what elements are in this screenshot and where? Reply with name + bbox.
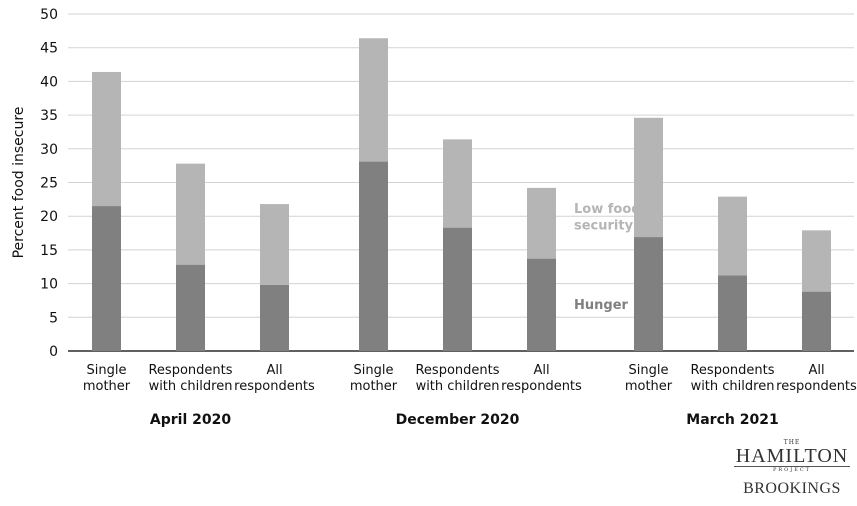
category-label: Respondents: [690, 363, 774, 378]
bar-hunger: [443, 227, 472, 351]
bar-low-food-security: [443, 139, 472, 228]
y-axis-label: Percent food insecure: [11, 107, 27, 259]
category-label: All: [808, 363, 824, 378]
y-tick-label: 5: [49, 310, 58, 326]
y-tick-label: 40: [40, 74, 58, 90]
group-label: April 2020: [150, 412, 231, 428]
logo-project: PROJECT: [772, 467, 812, 473]
series-annotations: Low food security Hunger: [574, 202, 641, 313]
category-label: respondents: [776, 379, 857, 394]
y-tick-label: 20: [40, 209, 58, 225]
bars: [92, 38, 831, 351]
y-tick-label: 35: [40, 108, 58, 124]
category-label: Respondents: [415, 363, 499, 378]
bar-low-food-security: [359, 38, 388, 162]
bar-low-food-security: [634, 117, 663, 238]
annotation-low-food-security-line2: security: [574, 219, 634, 234]
category-label: with children: [416, 379, 500, 394]
bar-hunger: [92, 206, 121, 351]
bar-low-food-security: [176, 163, 205, 265]
y-tick-label: 0: [49, 344, 58, 360]
logo-brookings: BROOKINGS: [743, 480, 841, 497]
bar-hunger: [176, 264, 205, 351]
bar-low-food-security: [802, 230, 831, 292]
y-tick-label: 10: [40, 277, 58, 293]
group-label: December 2020: [396, 412, 520, 428]
y-tick-label: 45: [40, 41, 58, 57]
category-label: Single: [87, 363, 127, 378]
bar-hunger: [634, 237, 663, 351]
category-label: Single: [354, 363, 394, 378]
category-label: mother: [83, 379, 131, 394]
group-label: March 2021: [686, 412, 778, 428]
annotation-low-food-security-line1: Low food: [574, 202, 641, 217]
bar-low-food-security: [527, 187, 556, 259]
bar-hunger: [718, 275, 747, 351]
category-label: mother: [625, 379, 673, 394]
group-labels: April 2020 December 2020 March 2021: [150, 412, 779, 428]
hamilton-brookings-logo: THE HAMILTON PROJECT BROOKINGS: [728, 439, 856, 503]
y-tick-label: 15: [40, 243, 58, 259]
logo-the: THE: [783, 439, 801, 446]
category-label: Single: [629, 363, 669, 378]
logo-hamilton: HAMILTON: [733, 445, 851, 467]
bar-hunger: [802, 291, 831, 351]
y-axis-ticks: 0 5 10 15 20 25 30 35 40 45 50: [40, 7, 58, 360]
category-label: with children: [149, 379, 233, 394]
category-label: All: [533, 363, 549, 378]
bar-hunger: [359, 161, 388, 351]
bar-low-food-security: [260, 204, 289, 285]
category-label: All: [266, 363, 282, 378]
category-label: respondents: [234, 379, 315, 394]
category-label: respondents: [501, 379, 582, 394]
category-label: Respondents: [148, 363, 232, 378]
category-label: with children: [691, 379, 775, 394]
bar-low-food-security: [718, 196, 747, 276]
annotation-hunger: Hunger: [574, 298, 629, 313]
bar-hunger: [260, 284, 289, 351]
bar-low-food-security: [92, 71, 121, 207]
y-tick-label: 30: [40, 142, 58, 158]
bar-hunger: [527, 258, 556, 351]
y-tick-label: 50: [40, 7, 58, 23]
category-label: mother: [350, 379, 398, 394]
y-tick-label: 25: [40, 176, 58, 192]
